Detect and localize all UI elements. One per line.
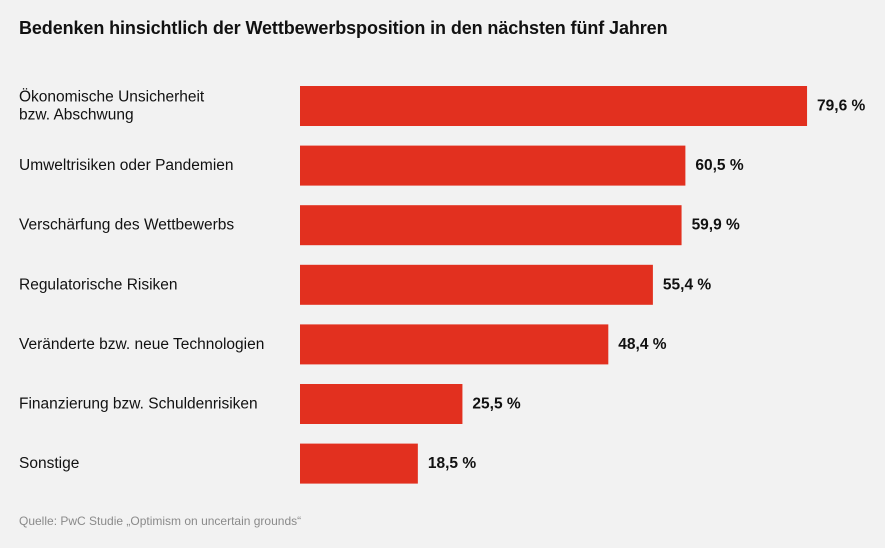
category-label-2: Umweltrisiken oder Pandemien	[19, 157, 234, 174]
category-label-1: Ökonomische Unsicherheit bzw. Abschwung	[19, 88, 205, 124]
value-label-6: 25,5 %	[472, 396, 520, 413]
category-label-7: Sonstige	[19, 455, 79, 472]
value-label-2: 60,5 %	[695, 157, 743, 174]
bar-7	[300, 443, 418, 484]
value-label-5: 48,4 %	[618, 336, 666, 353]
value-label-4: 55,4 %	[663, 276, 711, 293]
bar-3	[300, 205, 682, 246]
bar-1	[300, 86, 808, 126]
value-label-3: 59,9 %	[692, 217, 740, 234]
source-note: Quelle: PwC Studie „Optimism on uncertai…	[19, 514, 302, 528]
bar-6	[300, 384, 463, 424]
bar-5	[300, 324, 609, 365]
category-label-3: Verschärfung des Wettbewerbs	[19, 217, 234, 234]
value-label-7: 18,5 %	[428, 455, 476, 472]
category-label-5: Veränderte bzw. neue Technologien	[19, 336, 264, 353]
bar-2	[300, 145, 686, 186]
category-label-6: Finanzierung bzw. Schuldenrisiken	[19, 396, 258, 413]
bar-4	[300, 264, 653, 305]
chart-title: Bedenken hinsichtlich der Wettbewerbspos…	[19, 18, 668, 38]
value-label-1: 79,6 %	[817, 98, 865, 115]
category-label-4: Regulatorische Risiken	[19, 276, 178, 293]
